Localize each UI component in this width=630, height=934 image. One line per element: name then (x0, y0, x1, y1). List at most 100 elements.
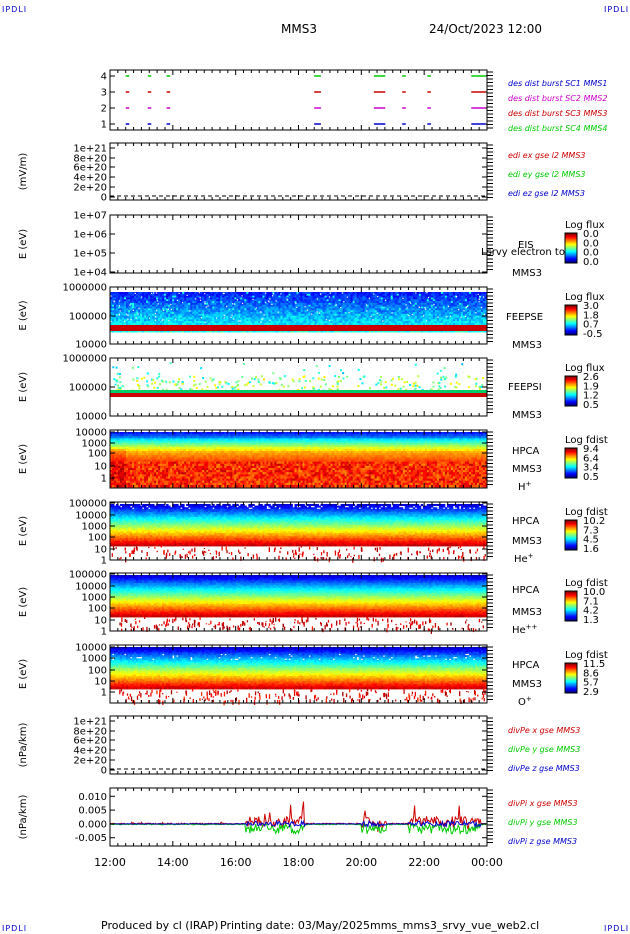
feepse-panel-speckle (368, 297, 370, 299)
feepse-panel-spectro-cell (128, 295, 131, 298)
feepse-panel-spectro-cell (254, 299, 257, 302)
feepse-panel-spectro-cell (216, 302, 219, 306)
feepse-panel-spectro-cell (120, 292, 123, 295)
feepse-panel-spectro-cell (286, 295, 289, 298)
feepse-panel-spectro-cell (226, 322, 229, 326)
feepse-panel-spectro-cell (110, 292, 113, 295)
feepse-panel-spectro-cell (344, 330, 348, 333)
feepse-panel-spectro-cell (294, 317, 297, 320)
feepse-panel-spectro-cell (142, 315, 145, 318)
feepse-panel-spectro-cell (348, 319, 352, 322)
feepse-panel-spectro-cell (390, 293, 394, 297)
feepse-panel-spectro-cell (216, 317, 219, 320)
feepse-panel-spectro-cell (256, 292, 259, 295)
feepse-panel-spectro-cell (260, 304, 263, 307)
feepse-panel-spectro-cell (152, 322, 155, 326)
feepse-panel-spectro-cell (216, 306, 219, 309)
feepse-panel-spectro-cell (294, 304, 297, 307)
feepse-panel-spectro-cell (296, 301, 299, 304)
feepse-panel-spectro-cell (246, 299, 249, 302)
feepse-panel-spectro-cell (142, 322, 145, 326)
feepse-panel-spectro-cell (372, 295, 376, 298)
feepse-panel-spectro-cell (270, 299, 273, 302)
feepse-panel-spectro-cell (366, 299, 370, 302)
feepse-panel-spectro-cell (346, 310, 350, 313)
feepse-panel-spectro-cell (390, 292, 394, 295)
feepse-panel-speckle (252, 298, 254, 301)
feepse-panel-spectro-cell (386, 310, 390, 313)
feepse-panel-speckle (267, 300, 269, 302)
feepse-panel-spectro-cell (166, 330, 169, 333)
feepse-panel-spectro-cell (274, 295, 277, 298)
feepse-panel-spectro-cell (348, 313, 352, 317)
feepse-panel-spectro-cell (406, 312, 410, 315)
feepse-panel-spectro-cell (270, 301, 273, 304)
feepse-panel-spectro-cell (280, 306, 283, 309)
feepse-panel-spectro-cell (152, 330, 155, 333)
feepse-panel-spectro-cell (394, 310, 398, 313)
feepse-panel-spectro-cell (240, 313, 243, 317)
feepse-panel-spectro-cell (258, 293, 261, 297)
feepse-panel-spectro-cell (366, 313, 370, 317)
feepse-panel-spectro-cell (182, 330, 185, 333)
feepse-panel-spectro-cell (360, 317, 364, 320)
feepse-panel-spectro-cell (334, 301, 338, 304)
feepse-panel-spectro-cell (302, 310, 305, 313)
feepse-panel-spectro-cell (382, 313, 386, 317)
feepse-panel-spectro-cell (194, 301, 197, 304)
feepse-panel-spectro-cell (310, 306, 313, 309)
feepse-panel-spectro-cell (308, 310, 311, 313)
feepsi-panel-point (440, 378, 443, 381)
feepse-panel-spectro-cell (338, 317, 342, 320)
feepse-panel-spectro-cell (362, 302, 366, 306)
feepse-panel-spectro-cell (224, 302, 227, 306)
feepse-panel-spectro-cell (170, 295, 173, 298)
feepse-panel-spectro-cell (406, 313, 410, 317)
feepse-panel-spectro-cell (366, 319, 370, 322)
feepse-panel-spectro-cell (384, 319, 388, 322)
feepse-panel-spectro-cell (226, 330, 229, 333)
feepse-panel-spectro-cell (180, 308, 183, 311)
feepse-panel-spectro-cell (396, 304, 400, 307)
feepse-panel-spectro-cell (242, 308, 245, 311)
feepse-panel-spectro-cell (144, 315, 147, 318)
feepse-panel-spectro-cell (374, 297, 378, 300)
feepse-panel-spectro-cell (222, 310, 225, 313)
feepse-panel-spectro-cell (246, 319, 249, 322)
feepse-panel-spectro-cell (156, 301, 159, 304)
feepse-panel-spectro-cell (192, 322, 195, 326)
feepse-panel-spectro-cell (406, 301, 410, 304)
feepse-panel-spectro-cell (380, 302, 384, 306)
feepse-panel-spectro-cell (220, 297, 223, 300)
feepse-panel-spectro-cell (292, 312, 295, 315)
edi-panel-ytick-label: 4e+20 (73, 173, 107, 184)
feepse-panel-spectro-cell (132, 299, 135, 302)
feepse-panel-spectro-cell (260, 321, 263, 324)
feepse-panel-spectro-cell (396, 292, 400, 295)
feepse-panel-spectro-cell (252, 301, 255, 304)
feepse-panel-spectro-cell (224, 312, 227, 315)
feepse-panel-spectro-cell (192, 313, 195, 317)
feepse-panel-spectro-cell (374, 306, 378, 309)
eis-panel-sat-label: MMS3 (512, 268, 542, 279)
feepse-panel-spectro-cell (398, 313, 402, 317)
feepse-panel-spectro-cell (252, 308, 255, 311)
feepse-panel-speckle (306, 309, 309, 311)
feepse-panel-spectro-cell (284, 317, 287, 320)
feepse-panel-spectro-cell (290, 322, 293, 326)
feepse-panel-spectro-cell (266, 297, 269, 300)
feepse-panel-spectro-cell (234, 330, 237, 333)
feepse-panel-spectro-cell (276, 317, 279, 320)
feepse-panel-spectro-cell (256, 315, 259, 318)
feepse-panel-spectro-cell (120, 313, 123, 317)
feepse-panel-spectro-cell (274, 322, 277, 326)
feepse-panel-spectro-cell (116, 313, 119, 317)
feepse-panel-spectro-cell (344, 317, 348, 320)
feepse-panel-spectro-cell (230, 308, 233, 311)
feepse-panel-spectro-cell (376, 312, 380, 315)
feepse-panel-spectro-cell (294, 322, 297, 326)
feepse-panel-spectro-cell (150, 319, 153, 322)
feepse-panel-spectro-cell (288, 322, 291, 326)
feepse-panel-spectro-cell (246, 293, 249, 297)
feepse-panel-spectro-cell (280, 312, 283, 315)
